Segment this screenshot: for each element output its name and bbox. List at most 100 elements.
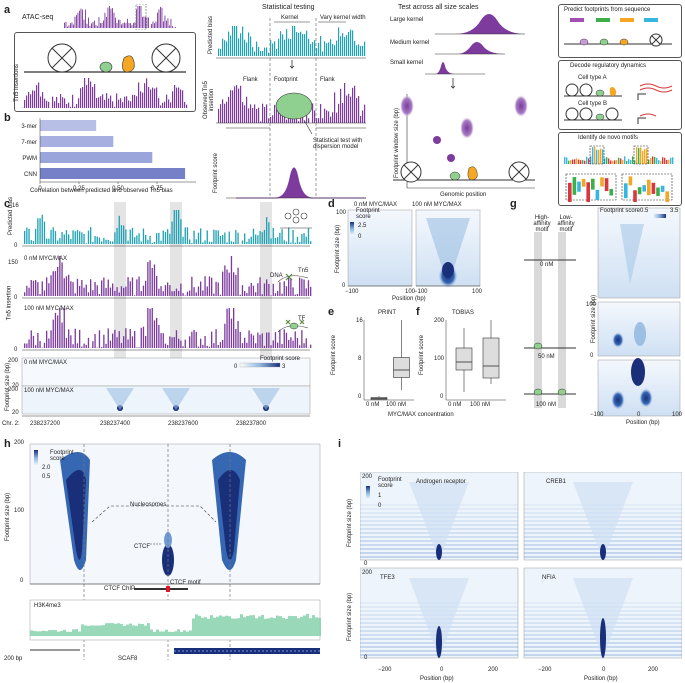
track-bar — [213, 229, 215, 244]
track-bar — [222, 339, 224, 348]
track-bar — [70, 335, 72, 348]
track-bar — [101, 241, 103, 244]
track-bar — [246, 42, 248, 56]
d-xtick-2: −100 — [414, 289, 428, 295]
track-bar — [94, 84, 96, 108]
track-bar — [244, 105, 246, 123]
track-bar — [137, 6, 139, 28]
track-bar — [83, 343, 85, 348]
track-bar — [222, 271, 224, 296]
h3k4me3-bar — [123, 625, 126, 636]
track-bar — [156, 233, 158, 244]
h3k4me3-bar — [309, 618, 312, 636]
motif-bar — [622, 160, 624, 164]
track-bar — [274, 293, 277, 296]
panel-h — [29, 443, 321, 660]
track-bar — [314, 40, 316, 56]
track-bar — [116, 287, 118, 296]
footprint-score-label-a: Footprint score — [213, 152, 220, 194]
h3k4me3-bar — [114, 623, 117, 636]
track-bar — [280, 114, 282, 123]
track-bar — [290, 278, 292, 296]
track-bar — [344, 83, 346, 123]
logo-letter — [660, 185, 665, 192]
track-bar — [56, 96, 58, 108]
h3k4me3-bar — [99, 625, 102, 636]
f-ytick-0: 0 — [440, 394, 444, 400]
track-bar — [151, 308, 153, 348]
track-bar — [64, 98, 66, 108]
motif-bar — [580, 160, 582, 164]
track-bar — [162, 291, 164, 296]
track-bar — [235, 230, 237, 244]
track-bar — [140, 241, 142, 244]
track-bar — [101, 280, 103, 296]
identify-motifs-box — [558, 132, 682, 206]
motif-bar — [564, 156, 566, 164]
track-bar — [80, 88, 82, 108]
track-bar — [169, 336, 171, 348]
h3k4me3-bar — [204, 617, 207, 636]
track-bar — [281, 293, 283, 296]
track-bar — [277, 290, 279, 296]
motif-bar — [586, 156, 588, 164]
decode-dynamics-box — [558, 60, 682, 130]
track-bar — [48, 101, 50, 108]
h3k4me3-bar — [138, 623, 141, 636]
track-bar — [204, 240, 206, 244]
track-bar — [286, 119, 288, 123]
track-bar — [107, 328, 109, 348]
track-bar — [98, 237, 101, 244]
track-bar — [288, 276, 290, 296]
track-bar — [208, 346, 211, 348]
track-bar — [290, 39, 292, 56]
track-bar — [255, 292, 257, 296]
track-bar — [95, 24, 97, 28]
track-bar — [134, 331, 136, 348]
track-bar — [292, 287, 294, 296]
track-bar — [226, 269, 228, 296]
track-bar — [127, 277, 129, 296]
track-bar — [296, 293, 299, 296]
motif-bar — [652, 156, 654, 164]
panel-f-label: f — [416, 306, 420, 318]
track-bar — [237, 232, 239, 244]
track-bar — [268, 332, 270, 348]
track-bar — [169, 25, 170, 28]
track-bar — [120, 98, 122, 108]
panel-c-tracks — [21, 202, 312, 417]
h3k4me3-bar — [270, 617, 273, 636]
motif-bar — [588, 158, 590, 164]
track-bar — [87, 292, 90, 296]
track-bar — [336, 112, 338, 123]
track-bar — [261, 294, 263, 296]
track-bar — [180, 283, 182, 296]
motif-bar — [630, 160, 632, 164]
h3k4me3-bar — [141, 624, 144, 636]
track-bar — [324, 108, 326, 123]
track-bar — [40, 96, 42, 108]
track-bar — [116, 227, 118, 244]
track-bar — [138, 347, 140, 348]
h3k4me3-bar — [117, 623, 120, 636]
track-bar — [168, 99, 170, 108]
motif-bar — [628, 159, 630, 164]
track-bar — [98, 294, 101, 296]
motif-bar — [618, 157, 620, 164]
stat-test-label: Statistical test with dispersion model — [313, 138, 363, 150]
track-bar — [255, 234, 257, 244]
h3k4me3-bar — [216, 616, 219, 636]
test-across-title: Test across all size scales — [398, 4, 479, 11]
track-bar — [172, 91, 174, 108]
track-bar — [92, 21, 94, 28]
track-bar — [200, 281, 202, 296]
track-bar — [202, 242, 204, 244]
track-bar — [60, 94, 62, 108]
bias-bar — [40, 168, 186, 179]
track-bar — [100, 23, 101, 28]
track-bar — [228, 31, 230, 56]
track-bar — [160, 105, 162, 108]
g-heatmaps — [597, 207, 681, 417]
i-cb-min: 0 — [378, 503, 382, 509]
track-bar — [254, 104, 256, 123]
